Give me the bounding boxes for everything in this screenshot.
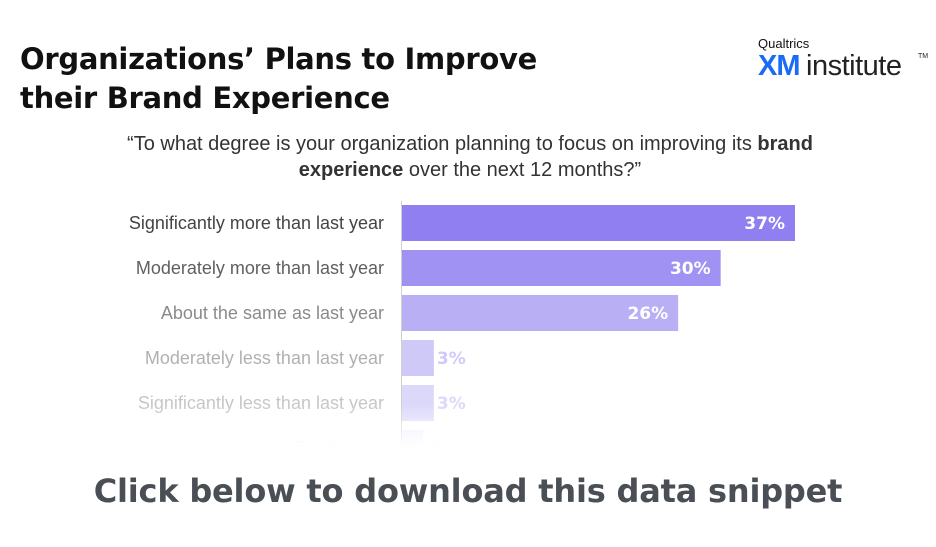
survey-question: “To what degree is your organization pla… (100, 131, 840, 183)
bar (402, 295, 679, 331)
category-label: About the same as last year (161, 303, 384, 323)
logo-brand-text: Qualtrics (758, 36, 810, 51)
logo-trademark: TM (918, 53, 929, 60)
horizontal-bar-chart: Significantly more than last year 37% Mode… (129, 201, 795, 455)
qualtrics-xm-institute-logo: Qualtrics XM institute TM (758, 36, 928, 86)
category-label: Significantly less than last year (138, 393, 384, 413)
chart-title-line-1: Organizations’ Plans to Improve (20, 42, 537, 76)
bar-row: Significantly less than last year 3% (138, 385, 466, 421)
category-label: Moderately less than last year (145, 348, 384, 368)
bar-value-label: 26% (627, 304, 668, 324)
question-text-bold: brand experience (298, 133, 813, 181)
bar-value-label: 30% (670, 259, 711, 279)
bar-row: About the same as last year 26% (161, 295, 679, 331)
bar-row: Moderately more than last year 30% (136, 250, 721, 286)
bar-value-label: 3% (437, 349, 466, 369)
chart-title: Organizations’ Plans to Improve their Br… (20, 40, 580, 118)
bar (402, 250, 721, 286)
bar-row: Moderately less than last year 3% (145, 340, 466, 376)
category-label: Don't know (296, 438, 385, 455)
bar-value-label: 37% (744, 214, 785, 234)
logo-institute-text: institute (806, 50, 902, 82)
bar-value-label: 2% (426, 439, 455, 455)
chart-title-line-2: their Brand Experience (20, 81, 390, 115)
bar (402, 385, 434, 421)
bar-row: Don't know 2% (296, 430, 455, 455)
bar (402, 205, 795, 241)
category-label: Moderately more than last year (136, 258, 384, 278)
logo-xm-text: XM (758, 50, 800, 82)
bar (402, 340, 434, 376)
download-data-snippet-link[interactable]: Click below to download this data snippe… (93, 472, 843, 510)
question-text-after: over the next 12 months?” (403, 159, 642, 181)
bar (402, 430, 424, 455)
category-label: Significantly more than last year (129, 213, 384, 233)
bar-row: Significantly more than last year 37% (129, 205, 795, 241)
question-text-before: “To what degree is your organization pla… (127, 133, 758, 155)
bar-value-label: 3% (437, 394, 466, 414)
